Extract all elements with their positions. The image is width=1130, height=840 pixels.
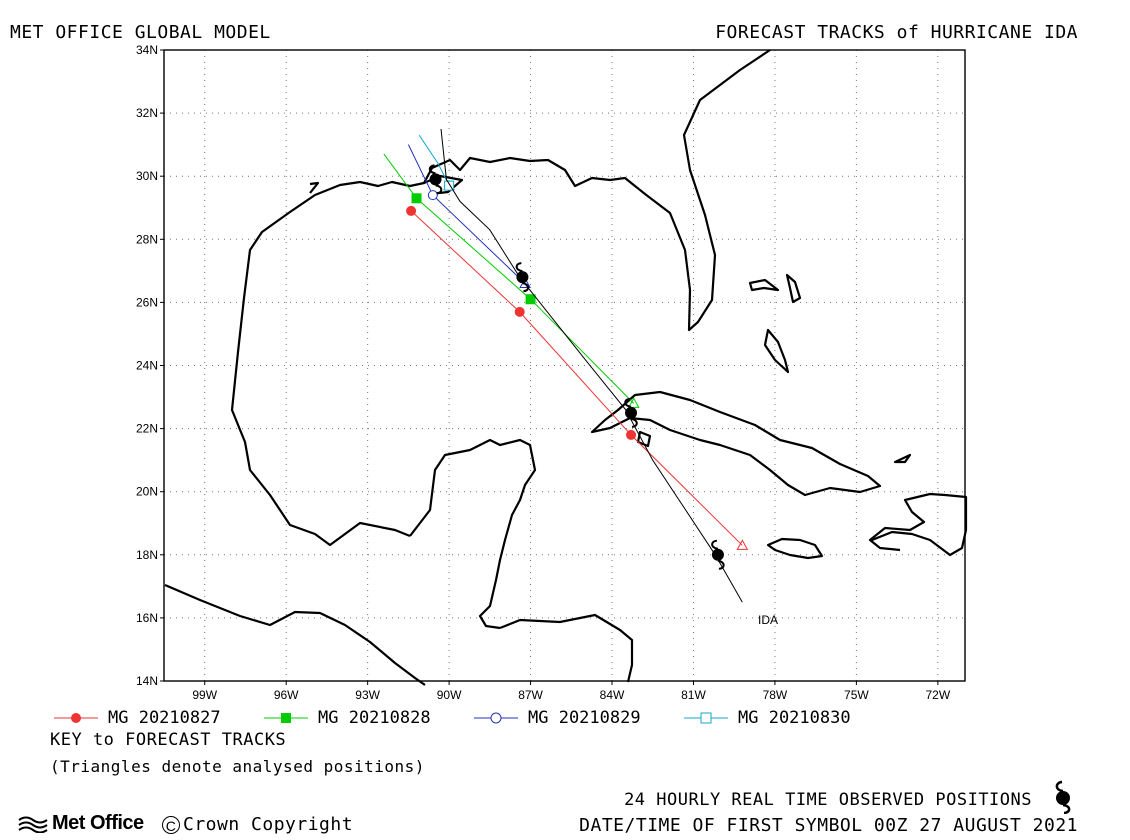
copyright: C Crown Copyright <box>162 814 353 835</box>
hurricane-arm <box>711 539 719 550</box>
lon-tick-label: 75W <box>844 688 869 700</box>
lat-tick-label: 26N <box>136 295 158 309</box>
forecast-marker-circle <box>406 205 417 216</box>
forecast-marker-circle <box>626 429 637 440</box>
lat-tick-label: 20N <box>136 485 158 499</box>
green-square-marker-icon <box>264 713 308 723</box>
logo-text: Met Office <box>52 812 144 834</box>
forecast-track-line <box>410 210 743 546</box>
lon-tick-label: 72W <box>926 688 951 700</box>
hurricane-eye <box>516 271 529 284</box>
hurricane-arm <box>630 417 638 428</box>
lat-tick-label: 28N <box>136 232 158 246</box>
hurricane-symbol-icon <box>624 397 638 428</box>
hurricane-arm <box>624 397 632 408</box>
lat-tick-label: 22N <box>136 422 158 436</box>
hurricane-eye <box>625 406 638 419</box>
lat-tick-label: 30N <box>136 169 158 183</box>
forecast-marker-square <box>411 193 422 204</box>
forecast-marker-circle <box>514 306 525 317</box>
lon-tick-label: 87W <box>518 688 543 700</box>
hurricane-eye <box>429 173 442 186</box>
forecast-track-line <box>418 134 450 186</box>
hurricane-arm <box>515 262 523 273</box>
lat-tick-label: 34N <box>136 43 158 57</box>
lon-tick-label: 81W <box>681 688 706 700</box>
legend-label: MG 20210827 <box>108 708 221 728</box>
lat-tick-label: 24N <box>136 359 158 373</box>
key-title: KEY to FORECAST TRACKS <box>50 730 287 750</box>
analysed-position-triangle <box>627 397 640 408</box>
coastlines <box>164 49 968 686</box>
legend-item-mg-20210828: MG 20210828 <box>262 707 431 729</box>
lat-tick-label: 14N <box>136 674 158 688</box>
hurricane-symbol-icon <box>428 164 443 195</box>
lon-tick-label: 90W <box>437 688 462 700</box>
first-symbol-datetime: DATE/TIME OF FIRST SYMBOL 00Z 27 AUGUST … <box>579 815 1078 836</box>
legend-label: MG 20210829 <box>528 708 641 728</box>
hurricane-symbol-icon <box>1055 780 1071 814</box>
copyright-text: Crown Copyright <box>183 814 354 835</box>
forecast-marker-open-square <box>444 180 455 191</box>
legend-item-mg-20210829: MG 20210829 <box>472 707 641 729</box>
grid-lines <box>160 49 965 685</box>
legend-label: MG 20210828 <box>318 708 431 728</box>
hurricane-arm <box>717 559 725 570</box>
observed-track-line <box>440 128 743 603</box>
cyan-open-square-marker-icon <box>684 712 728 724</box>
forecast-marker-square <box>525 294 536 305</box>
lon-tick-label: 84W <box>600 688 625 700</box>
red-circle-marker-icon <box>54 713 98 723</box>
storm-name-label: IDA <box>758 613 778 627</box>
forecast-tracks <box>383 128 749 603</box>
map-frame <box>163 49 966 682</box>
lat-tick-label: 18N <box>136 548 158 562</box>
forecast-track-line <box>383 153 635 404</box>
copyright-symbol-icon: C <box>162 815 180 834</box>
legend-label: MG 20210830 <box>738 708 851 728</box>
axis-labels: 34N 32N 30N 28N 26N 24N 22N 20N 18N 16N 14N 99W 96W 9… <box>136 43 951 700</box>
model-title: MET OFFICE GLOBAL MODEL <box>10 22 271 43</box>
observed-positions-text: 24 HOURLY REAL TIME OBSERVED POSITIONS <box>624 790 1032 810</box>
met-office-wave-icon <box>18 816 48 833</box>
hurricane-arm <box>428 164 436 175</box>
key-note: (Triangles denote analysed positions) <box>50 757 425 776</box>
hurricane-arm <box>435 184 443 195</box>
hurricane-symbol-icon <box>515 262 530 293</box>
lat-tick-label: 16N <box>136 611 158 625</box>
hurricane-arm <box>522 282 530 293</box>
lon-tick-label: 93W <box>355 688 380 700</box>
lat-tick-label: 32N <box>136 106 158 120</box>
blue-open-circle-marker-icon <box>474 712 518 724</box>
analysed-position-triangle <box>736 539 749 550</box>
legend-item-mg-20210830: MG 20210830 <box>682 707 851 729</box>
met-office-logo: Met Office <box>18 812 144 835</box>
hurricane-symbol-icon <box>711 539 725 570</box>
lon-tick-label: 78W <box>763 688 788 700</box>
lon-tick-label: 99W <box>192 688 217 700</box>
lon-tick-label: 96W <box>274 688 299 700</box>
hurricane-eye <box>711 548 724 561</box>
legend-item-mg-20210827: MG 20210827 <box>52 707 221 729</box>
hurricane-track-map: 34N 32N 30N 28N 26N 24N 22N 20N 18N 16N 14N 99W 96W 9… <box>136 43 968 700</box>
forecast-marker-open-circle <box>427 190 438 201</box>
map-title: FORECAST TRACKS of HURRICANE IDA <box>715 22 1078 43</box>
